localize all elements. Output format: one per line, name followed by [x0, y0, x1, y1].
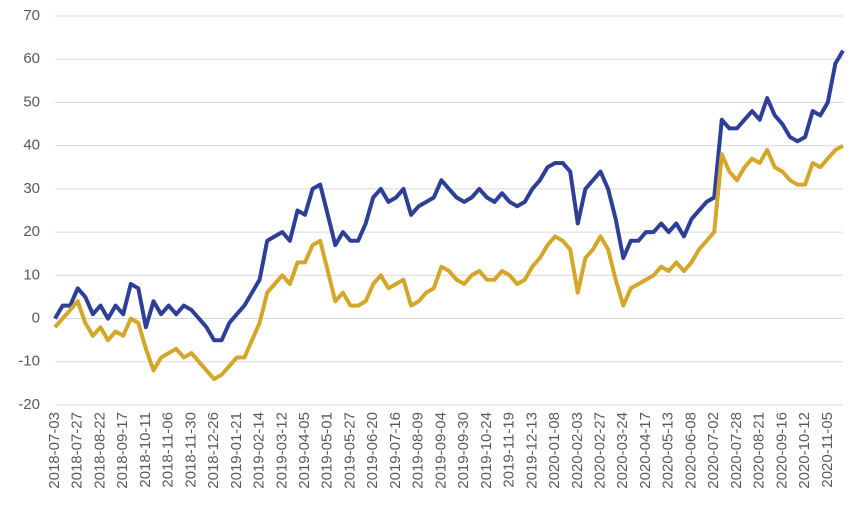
x-tick-label: 2018-11-30 — [182, 412, 199, 488]
x-tick-label: 2019-02-14 — [251, 412, 268, 489]
y-tick-label: 70 — [23, 7, 40, 24]
x-tick-label: 2018-12-26 — [205, 412, 222, 489]
x-tick-label: 2019-09-30 — [455, 412, 472, 489]
y-tick-label: -20 — [18, 396, 40, 413]
x-tick-label: 2020-08-21 — [751, 412, 768, 489]
y-tick-label: 20 — [23, 223, 40, 240]
x-tick-label: 2018-08-22 — [91, 412, 108, 489]
x-tick-label: 2020-06-08 — [682, 412, 699, 489]
x-tick-label: 2020-03-24 — [614, 412, 631, 489]
x-tick-label: 2019-12-13 — [523, 412, 540, 489]
x-tick-label: 2020-10-12 — [796, 412, 813, 489]
x-tick-label: 2020-07-28 — [728, 412, 745, 489]
series-line — [53, 49, 845, 343]
y-tick-label: 50 — [23, 93, 40, 110]
x-tick-label: 2019-11-19 — [501, 412, 518, 488]
y-tick-label: 10 — [23, 266, 40, 283]
y-tick-label: 0 — [32, 310, 40, 327]
y-tick-label: -10 — [18, 353, 40, 370]
x-tick-label: 2019-07-16 — [387, 412, 404, 489]
x-tick-label: 2019-06-20 — [364, 412, 381, 489]
x-tick-label: 2019-08-09 — [410, 412, 427, 489]
x-tick-label: 2018-07-27 — [69, 412, 86, 489]
x-tick-label: 2019-01-21 — [228, 412, 245, 489]
x-tick-label: 2020-09-16 — [773, 412, 790, 489]
x-tick-label: 2020-04-17 — [637, 412, 654, 489]
x-tick-label: 2019-05-01 — [319, 412, 336, 489]
x-tick-label: 2018-10-11 — [137, 412, 154, 488]
x-tick-label: 2020-02-27 — [592, 412, 609, 489]
series-line — [53, 143, 844, 382]
x-tick-label: 2019-09-04 — [432, 412, 449, 489]
x-tick-label: 2018-11-06 — [160, 412, 177, 488]
x-tick-label: 2019-10-24 — [478, 412, 495, 489]
y-tick-label: 40 — [23, 137, 40, 154]
x-tick-label: 2020-05-13 — [660, 412, 677, 489]
x-tick-label: 2020-01-08 — [546, 412, 563, 489]
y-tick-label: 60 — [23, 50, 40, 67]
x-tick-label: 2020-02-03 — [569, 412, 586, 489]
x-tick-label: 2020-11-05 — [819, 412, 836, 488]
x-tick-label: 2018-07-03 — [46, 412, 63, 489]
x-tick-label: 2019-03-12 — [273, 412, 290, 489]
x-tick-label: 2019-04-05 — [296, 412, 313, 489]
x-tick-label: 2019-05-27 — [341, 412, 358, 489]
x-tick-label: 2018-09-17 — [114, 412, 131, 489]
x-tick-label: 2020-07-02 — [705, 412, 722, 489]
y-tick-label: 30 — [23, 180, 40, 197]
